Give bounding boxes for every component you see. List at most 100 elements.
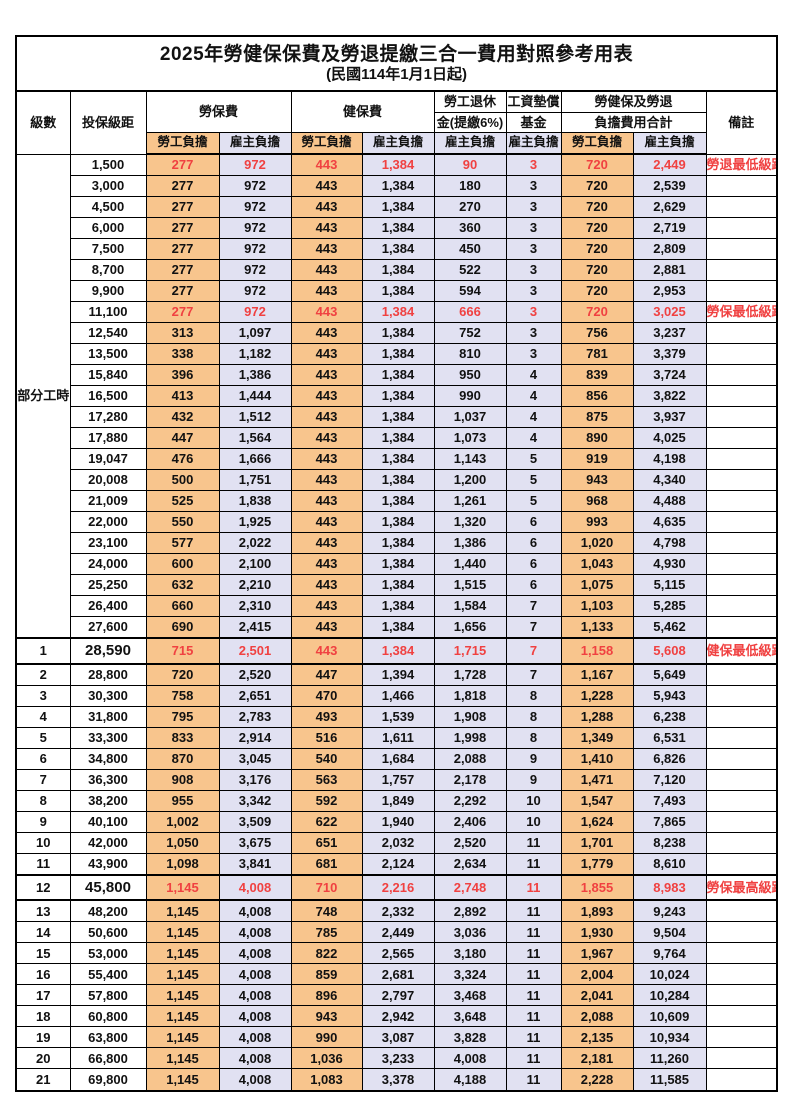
value-cell: 3,045 xyxy=(218,747,292,770)
bracket-cell: 20,008 xyxy=(69,468,147,491)
bracket-cell: 33,300 xyxy=(69,726,147,749)
subheader-pension-employer: 雇主負擔 xyxy=(433,132,507,155)
value-cell: 859 xyxy=(290,963,363,986)
table-row: 6,000 277 972 443 1,384 360 3 720 2,719 xyxy=(16,217,778,240)
value-cell: 795 xyxy=(145,705,220,728)
bracket-cell: 57,800 xyxy=(69,984,147,1007)
value-cell: 1,444 xyxy=(218,385,292,408)
value-cell: 1,384 xyxy=(361,427,435,449)
remark-cell xyxy=(705,406,778,429)
remark-cell xyxy=(705,385,778,408)
value-cell: 950 xyxy=(433,364,507,387)
value-cell: 4,340 xyxy=(632,468,707,491)
bracket-cell: 1,500 xyxy=(69,153,147,177)
remark-cell xyxy=(705,531,778,554)
value-cell: 1,145 xyxy=(145,921,220,944)
value-cell: 4,008 xyxy=(218,1047,292,1070)
value-cell: 11 xyxy=(505,1068,562,1092)
value-cell: 10 xyxy=(505,789,562,812)
table-row: 12,540 313 1,097 443 1,384 752 3 756 3,237 xyxy=(16,322,778,345)
value-cell: 3,233 xyxy=(361,1047,435,1070)
value-cell: 1,666 xyxy=(218,448,292,470)
table-row: 14 50,600 1,145 4,008 785 2,449 3,036 11 1,930 9,… xyxy=(15,921,778,944)
bracket-cell: 11,100 xyxy=(69,301,147,324)
value-cell: 1,145 xyxy=(145,942,220,965)
header-row-2: 金(提繳6%) 基金 負擔費用合計 xyxy=(16,112,777,133)
value-cell: 1,564 xyxy=(218,427,292,449)
value-cell: 4,025 xyxy=(632,427,707,449)
value-cell: 4,008 xyxy=(218,899,292,923)
value-cell: 443 xyxy=(290,280,363,303)
value-cell: 3 xyxy=(505,301,562,324)
value-cell: 4,008 xyxy=(218,942,292,965)
value-cell: 500 xyxy=(145,468,220,491)
value-cell: 277 xyxy=(145,196,220,219)
value-cell: 1,701 xyxy=(560,831,634,854)
value-cell: 1,050 xyxy=(145,831,220,854)
value-cell: 660 xyxy=(145,594,220,617)
value-cell: 443 xyxy=(290,175,363,198)
value-cell: 720 xyxy=(560,259,634,282)
value-cell: 5 xyxy=(505,468,562,491)
value-cell: 4,008 xyxy=(433,1047,507,1070)
remark-cell xyxy=(705,921,778,944)
remark-cell xyxy=(705,573,778,596)
value-cell: 443 xyxy=(290,301,363,324)
remark-cell xyxy=(705,259,778,282)
value-cell: 443 xyxy=(290,343,363,366)
table-row: 19 63,800 1,145 4,008 990 3,087 3,828 11 2,135 10… xyxy=(15,1026,778,1049)
value-cell: 1,386 xyxy=(218,364,292,387)
value-cell: 758 xyxy=(145,684,220,707)
remark-cell xyxy=(705,810,778,833)
value-cell: 6,826 xyxy=(632,747,707,770)
value-cell: 443 xyxy=(290,573,363,596)
value-cell: 3,675 xyxy=(218,831,292,854)
value-cell: 919 xyxy=(560,448,634,470)
value-cell: 5,943 xyxy=(632,684,707,707)
remark-cell xyxy=(705,217,778,240)
table-row: 17 57,800 1,145 4,008 896 2,797 3,468 11 2,041 10… xyxy=(15,984,778,1007)
value-cell: 10,024 xyxy=(632,963,707,986)
value-cell: 3 xyxy=(505,238,562,261)
value-cell: 4,008 xyxy=(218,963,292,986)
value-cell: 525 xyxy=(145,489,220,512)
value-cell: 1,384 xyxy=(361,385,435,408)
value-cell: 447 xyxy=(145,427,220,449)
bracket-cell: 7,500 xyxy=(69,238,147,261)
value-cell: 2,292 xyxy=(433,789,507,812)
value-cell: 972 xyxy=(218,280,292,303)
remark-cell xyxy=(705,1026,778,1049)
premium-reference-table: 2025年勞健保保費及勞退提繳三合一費用對照參考用表 (民國114年1月1日起)… xyxy=(15,35,779,1092)
table-row: 19,047 476 1,666 443 1,384 1,143 5 919 4,198 xyxy=(16,448,778,470)
table-row: 3,000 277 972 443 1,384 180 3 720 2,539 xyxy=(16,175,778,198)
value-cell: 3,822 xyxy=(632,385,707,408)
subheader-labor-employee: 勞工負擔 xyxy=(145,132,220,155)
value-cell: 443 xyxy=(290,594,363,617)
value-cell: 810 xyxy=(433,343,507,366)
value-cell: 7,493 xyxy=(632,789,707,812)
level-cell: 18 xyxy=(15,1005,71,1028)
remark-cell xyxy=(705,615,778,639)
value-cell: 2,100 xyxy=(218,552,292,575)
value-cell: 11 xyxy=(505,984,562,1007)
value-cell: 2,004 xyxy=(560,963,634,986)
value-cell: 443 xyxy=(290,153,363,177)
value-cell: 4,008 xyxy=(218,1005,292,1028)
remark-cell: 勞退最低級距 xyxy=(705,153,778,177)
value-cell: 896 xyxy=(290,984,363,1007)
value-cell: 443 xyxy=(290,510,363,533)
remark-cell xyxy=(705,510,778,533)
value-cell: 432 xyxy=(145,406,220,429)
value-cell: 11 xyxy=(505,831,562,854)
value-cell: 8 xyxy=(505,684,562,707)
value-cell: 1,547 xyxy=(560,789,634,812)
value-cell: 3,379 xyxy=(632,343,707,366)
value-cell: 1,539 xyxy=(361,705,435,728)
col-header-wage-fund-line1: 工資墊償 xyxy=(505,90,562,113)
value-cell: 993 xyxy=(560,510,634,533)
value-cell: 943 xyxy=(560,468,634,491)
value-cell: 1,925 xyxy=(218,510,292,533)
level-cell: 5 xyxy=(15,726,71,749)
value-cell: 2,022 xyxy=(218,531,292,554)
remark-cell: 勞保最高級距 xyxy=(705,873,778,902)
